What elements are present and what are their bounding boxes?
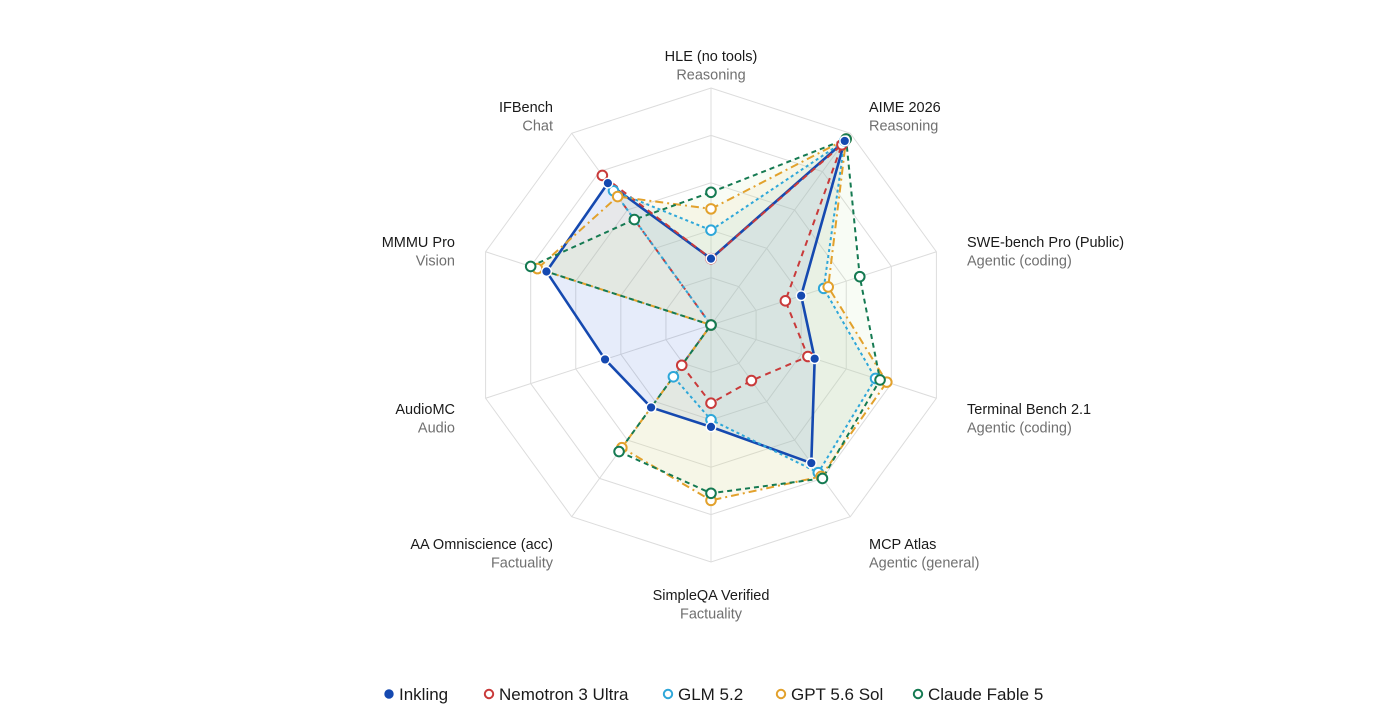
axis-name: Terminal Bench 2.1 xyxy=(967,402,1091,418)
data-point-gpt-5-6-sol-ifbench xyxy=(611,190,624,203)
axis-label-terminal-bench-2-1: Terminal Bench 2.1 Agentic (coding) xyxy=(967,402,1091,437)
axis-name: MMMU Pro xyxy=(382,235,455,251)
series-line-glm-5-2 xyxy=(612,139,877,474)
data-point-claude-fable-5-audiomc xyxy=(705,319,717,331)
axis-category: Vision xyxy=(416,254,455,270)
data-point-gpt-5-6-sol-swe-bench-pro-public xyxy=(822,281,835,293)
data-point-nemotron-3-ultra-mcp-atlas xyxy=(745,374,758,387)
data-point-nemotron-3-ultra-ifbench xyxy=(596,169,609,182)
data-point-inkling-hle-no-tools xyxy=(705,253,717,265)
axis-category: Factuality xyxy=(491,556,554,572)
axis-spoke-terminal-bench-2-1 xyxy=(710,324,937,399)
axis-category: Factuality xyxy=(680,607,743,623)
legend-item-inkling: Inkling xyxy=(384,685,448,704)
axis-spoke-aime-2026 xyxy=(710,132,851,326)
axis-label-audiomc: AudioMC Audio xyxy=(395,402,455,437)
data-point-claude-fable-5-terminal-bench-2-1 xyxy=(874,374,886,386)
data-point-claude-fable-5-swe-bench-pro-public xyxy=(853,270,866,283)
legend-label: Inkling xyxy=(399,685,448,704)
legend-marker xyxy=(775,688,787,700)
legend-label: GPT 5.6 Sol xyxy=(791,685,883,704)
data-point-claude-fable-5-mcp-atlas xyxy=(816,472,829,485)
axis-name: IFBench xyxy=(499,100,553,116)
axis-name: HLE (no tools) xyxy=(665,49,758,65)
data-point-nemotron-3-ultra-aa-omniscience-acc xyxy=(675,359,688,372)
axis-name: AudioMC xyxy=(395,402,455,418)
axis-label-aa-omniscience-acc: AA Omniscience (acc) Factuality xyxy=(410,537,553,572)
axis-name: AA Omniscience (acc) xyxy=(410,537,553,553)
legend-marker xyxy=(912,688,924,700)
axis-label-aime-2026: AIME 2026 Reasoning xyxy=(869,100,941,135)
data-point-inkling-mmmu-pro xyxy=(540,266,552,278)
data-point-inkling-terminal-bench-2-1 xyxy=(809,353,821,365)
data-point-inkling-aa-omniscience-acc xyxy=(645,401,657,413)
legend-label: Nemotron 3 Ultra xyxy=(499,685,629,704)
axis-name: SimpleQA Verified xyxy=(653,588,770,604)
axis-category: Reasoning xyxy=(676,68,745,84)
data-point-nemotron-3-ultra-simpleqa-verified xyxy=(705,397,717,410)
data-point-inkling-aime-2026 xyxy=(839,135,851,147)
axis-category: Agentic (general) xyxy=(869,556,979,572)
legend-label: GLM 5.2 xyxy=(678,685,743,704)
data-point-gpt-5-6-sol-hle-no-tools xyxy=(705,203,717,215)
axis-labels: HLE (no tools) Reasoning AIME 2026 Reasonin… xyxy=(382,49,1124,623)
axis-category: Audio xyxy=(418,421,455,437)
data-point-inkling-ifbench xyxy=(602,177,614,189)
axis-label-mcp-atlas: MCP Atlas Agentic (general) xyxy=(869,537,979,572)
axis-spoke-audiomc xyxy=(485,324,712,399)
data-point-inkling-simpleqa-verified xyxy=(705,421,717,433)
legend-item-gpt-5-6-sol: GPT 5.6 Sol xyxy=(775,685,883,704)
legend-item-glm-5-2: GLM 5.2 xyxy=(662,685,743,704)
data-point-inkling-swe-bench-pro-public xyxy=(795,290,807,302)
data-point-claude-fable-5-ifbench xyxy=(628,213,641,226)
axis-category: Chat xyxy=(522,119,553,135)
data-point-inkling-audiomc xyxy=(599,353,611,365)
axis-label-ifbench: IFBench Chat xyxy=(499,100,553,135)
axis-name: MCP Atlas xyxy=(869,537,936,553)
series-area-inkling xyxy=(546,140,845,464)
legend-label: Claude Fable 5 xyxy=(928,685,1043,704)
legend-marker xyxy=(384,689,394,699)
legend-marker xyxy=(483,688,495,700)
axis-name: AIME 2026 xyxy=(869,100,941,116)
data-point-nemotron-3-ultra-swe-bench-pro-public xyxy=(779,295,792,307)
series-points xyxy=(524,133,893,507)
axis-label-swe-bench-pro-public: SWE-bench Pro (Public) Agentic (coding) xyxy=(967,235,1124,270)
axis-label-mmmu-pro: MMMU Pro Vision xyxy=(382,235,455,270)
axis-spoke-mcp-atlas xyxy=(710,324,851,518)
axis-category: Agentic (coding) xyxy=(967,254,1072,270)
axis-category: Agentic (coding) xyxy=(967,421,1072,437)
legend-item-nemotron-3-ultra: Nemotron 3 Ultra xyxy=(483,685,629,704)
data-point-glm-5-2-hle-no-tools xyxy=(705,224,717,236)
axis-label-simpleqa-verified: SimpleQA Verified Factuality xyxy=(653,588,770,623)
axis-category: Reasoning xyxy=(869,119,938,135)
data-point-claude-fable-5-mmmu-pro xyxy=(524,260,537,273)
data-point-claude-fable-5-simpleqa-verified xyxy=(705,487,717,500)
legend-item-claude-fable-5: Claude Fable 5 xyxy=(912,685,1043,704)
data-point-claude-fable-5-hle-no-tools xyxy=(705,186,717,199)
legend: Inkling Nemotron 3 Ultra GLM 5.2 GPT 5.6 So… xyxy=(384,685,1043,704)
data-point-claude-fable-5-aa-omniscience-acc xyxy=(613,445,625,458)
data-point-inkling-mcp-atlas xyxy=(805,457,817,469)
series-line-nemotron-3-ultra xyxy=(601,143,843,405)
data-point-glm-5-2-aa-omniscience-acc xyxy=(667,370,680,383)
axis-name: SWE-bench Pro (Public) xyxy=(967,235,1124,251)
legend-marker xyxy=(662,688,674,700)
axis-label-hle-no-tools: HLE (no tools) Reasoning xyxy=(665,49,758,84)
series-area-glm-5-2 xyxy=(613,140,876,473)
